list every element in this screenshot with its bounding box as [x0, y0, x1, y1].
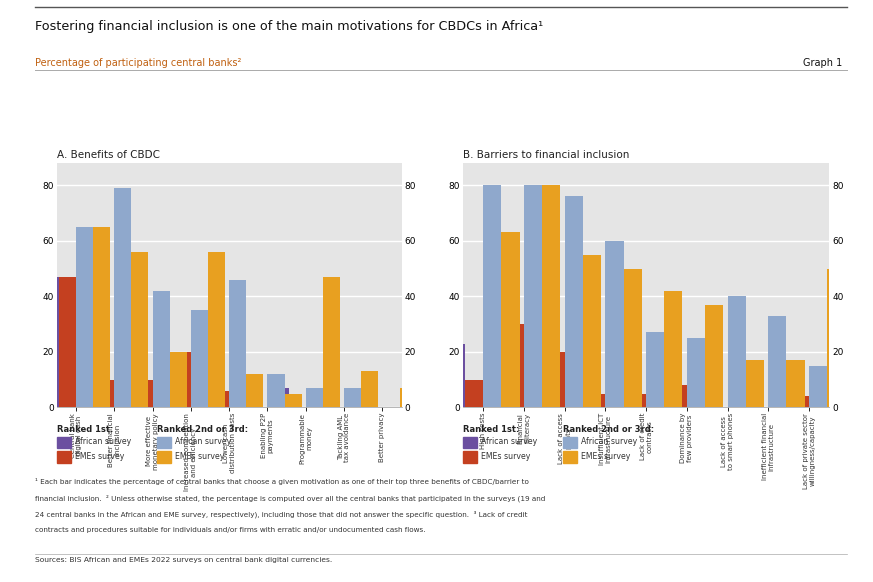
Bar: [773, 365, 791, 407]
Bar: [153, 291, 169, 407]
Bar: [58, 277, 76, 407]
Bar: [80, 310, 97, 407]
Bar: [93, 227, 110, 407]
Text: contracts and procedures suitable for individuals and/or firms with erratic and/: contracts and procedures suitable for in…: [35, 527, 425, 533]
Text: African survey: African survey: [581, 438, 637, 446]
Text: EMEs survey: EMEs survey: [175, 452, 225, 461]
Bar: [528, 357, 546, 407]
Bar: [569, 352, 587, 407]
Bar: [501, 232, 519, 407]
Bar: [565, 196, 583, 407]
Bar: [306, 388, 323, 407]
Bar: [97, 379, 114, 407]
Text: EMEs survey: EMEs survey: [75, 452, 125, 461]
Text: A. Benefits of CBDC: A. Benefits of CBDC: [57, 150, 160, 160]
Bar: [169, 352, 187, 407]
Text: Ranked 2nd or 3rd:: Ranked 2nd or 3rd:: [157, 425, 248, 434]
Bar: [42, 277, 58, 407]
Text: financial inclusion.  ² Unless otherwise stated, the percentage is computed over: financial inclusion. ² Unless otherwise …: [35, 495, 546, 502]
Bar: [583, 255, 601, 407]
Text: EMEs survey: EMEs survey: [581, 452, 631, 461]
Text: African survey: African survey: [481, 438, 537, 446]
Text: Ranked 1st:: Ranked 1st:: [463, 425, 519, 434]
Text: Sources: BIS African and EMEs 2022 surveys on central bank digital currencies.: Sources: BIS African and EMEs 2022 surve…: [35, 557, 332, 563]
Bar: [285, 393, 302, 407]
Bar: [587, 393, 605, 407]
Bar: [768, 315, 787, 407]
Text: EMEs survey: EMEs survey: [481, 452, 531, 461]
Bar: [809, 365, 828, 407]
Bar: [524, 185, 542, 407]
Bar: [646, 332, 664, 407]
Bar: [76, 227, 93, 407]
Text: Ranked 1st:: Ranked 1st:: [57, 425, 113, 434]
Bar: [195, 368, 212, 407]
Bar: [623, 268, 642, 407]
Bar: [208, 252, 225, 407]
Bar: [464, 379, 483, 407]
Bar: [542, 185, 560, 407]
Bar: [828, 268, 845, 407]
Text: Fostering financial inclusion is one of the main motivations for CBDCs in Africa: Fostering financial inclusion is one of …: [35, 20, 543, 33]
Text: Percentage of participating central banks²: Percentage of participating central bank…: [35, 58, 241, 68]
Bar: [212, 391, 229, 407]
Bar: [272, 388, 289, 407]
Bar: [483, 185, 501, 407]
Bar: [156, 388, 174, 407]
Text: African survey: African survey: [75, 438, 131, 446]
Bar: [400, 388, 416, 407]
Text: African survey: African survey: [175, 438, 231, 446]
Bar: [131, 252, 148, 407]
Bar: [546, 352, 565, 407]
Bar: [669, 385, 687, 407]
Bar: [118, 374, 135, 407]
Bar: [505, 324, 524, 407]
Bar: [344, 388, 361, 407]
Bar: [650, 393, 669, 407]
Text: B. Barriers to financial inclusion: B. Barriers to financial inclusion: [463, 150, 629, 160]
Bar: [705, 304, 723, 407]
Bar: [246, 374, 264, 407]
Bar: [114, 188, 131, 407]
Bar: [191, 310, 208, 407]
Bar: [135, 379, 153, 407]
Bar: [787, 360, 805, 407]
Bar: [609, 393, 628, 407]
Bar: [487, 357, 505, 407]
Bar: [447, 343, 464, 407]
Bar: [267, 374, 285, 407]
Bar: [323, 277, 340, 407]
Text: Graph 1: Graph 1: [803, 58, 842, 68]
Bar: [605, 241, 623, 407]
Bar: [361, 371, 378, 407]
Bar: [664, 291, 683, 407]
Bar: [229, 279, 246, 407]
Bar: [628, 393, 646, 407]
Bar: [687, 338, 705, 407]
Bar: [174, 352, 191, 407]
Bar: [310, 388, 327, 407]
Text: ¹ Each bar indicates the percentage of central banks that choose a given motivat: ¹ Each bar indicates the percentage of c…: [35, 478, 529, 485]
Bar: [746, 360, 764, 407]
Text: 24 central banks in the African and EME survey, respectively), including those t: 24 central banks in the African and EME …: [35, 511, 527, 519]
Bar: [791, 396, 809, 407]
Bar: [727, 296, 746, 407]
Text: Ranked 2nd or 3rd:: Ranked 2nd or 3rd:: [563, 425, 654, 434]
